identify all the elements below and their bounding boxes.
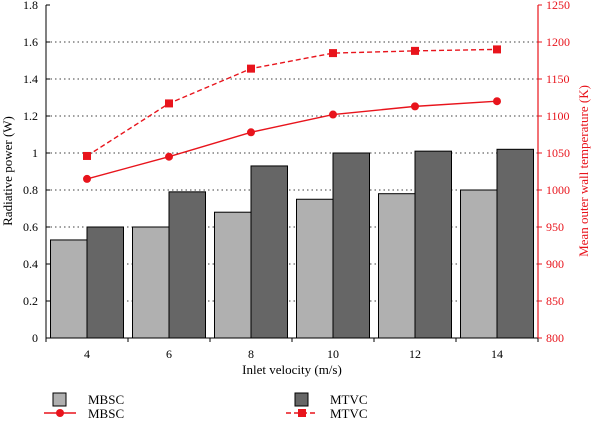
y-tick-label-left: 0.2 [23, 294, 38, 308]
bar-mbsc-4 [50, 239, 88, 339]
legend-label-mbsc-line: MBSC [88, 406, 124, 421]
gridlines [46, 41, 538, 302]
bar-mbsc-12 [378, 193, 416, 339]
legend-marker-mtvc [298, 409, 306, 417]
marker-mbsc-4 [83, 174, 91, 183]
marker-mbsc-14 [493, 97, 501, 106]
bar-mtvc-8 [250, 165, 288, 339]
legend-item-mbsc-line: MBSC [44, 406, 124, 421]
line-series [83, 45, 501, 183]
y-tick-label-right: 1100 [546, 109, 570, 123]
y-tick-label-right: 1000 [546, 183, 570, 197]
marker-mtvc-12 [411, 46, 419, 55]
y-tick-label-right: 1150 [546, 72, 570, 86]
legend-label-mbsc-bar: MBSC [88, 392, 124, 407]
x-tick-label: 4 [84, 347, 90, 361]
y-tick-label-left: 0.6 [23, 220, 38, 234]
y-tick-label-left: 0 [32, 331, 38, 345]
y-axis-title-left: Radiative power (W) [0, 116, 15, 226]
y-tick-label-right: 1050 [546, 146, 570, 160]
y-tick-label-right: 900 [546, 257, 564, 271]
bar-mbsc-8 [214, 211, 252, 339]
line-mbsc [86, 100, 498, 180]
legend-item-mtvc-bar: MTVC [294, 392, 368, 407]
marker-mtvc-10 [329, 49, 337, 58]
y-tick-label-left: 0.8 [23, 183, 38, 197]
bar-mbsc-6 [132, 226, 170, 339]
y-tick-label-right: 1200 [546, 35, 570, 49]
bar-mtvc-10 [332, 152, 370, 339]
y-tick-label-left: 1.4 [23, 72, 38, 86]
x-tick-label: 10 [327, 347, 339, 361]
marker-mbsc-10 [329, 110, 337, 119]
marker-mbsc-6 [165, 152, 173, 161]
y-tick-label-left: 1.6 [23, 35, 38, 49]
y-tick-label-left: 1 [32, 146, 38, 160]
legend-item-mtvc-line: MTVC [286, 406, 368, 421]
y-tick-label-left: 1.2 [23, 109, 38, 123]
marker-mbsc-12 [411, 102, 419, 111]
x-axis-title: Inlet velocity (m/s) [242, 362, 342, 377]
bar-series [50, 148, 534, 339]
bar-mbsc-14 [460, 189, 498, 339]
x-tick-label: 12 [409, 347, 421, 361]
bar-mtvc-6 [168, 191, 206, 339]
marker-mtvc-14 [493, 45, 501, 54]
legend-label-mtvc-bar: MTVC [330, 392, 368, 407]
bar-mbsc-10 [296, 198, 334, 339]
x-tick-label: 8 [248, 347, 254, 361]
legend-label-mtvc-line: MTVC [330, 406, 368, 421]
x-tick-label: 14 [491, 347, 503, 361]
legend-swatch-mbsc-bar [52, 392, 67, 407]
marker-mtvc-4 [83, 151, 91, 160]
legend: MBSC MTVC MBSC MTVC [44, 392, 368, 421]
legend-marker-mbsc [56, 409, 64, 417]
marker-mtvc-6 [165, 99, 173, 108]
legend-swatch-mtvc-bar [294, 392, 309, 407]
x-tick-label: 6 [166, 347, 172, 361]
y-axis-title-right: Mean outer wall temperature (K) [576, 85, 591, 257]
line-mtvc [86, 48, 498, 157]
y-tick-label-left: 0.4 [23, 257, 38, 271]
tick-labels: 0 0.2 0.4 0.6 0.8 1 1.2 1.4 1.6 1.8 800 850 900 950 10… [23, 0, 570, 361]
y-tick-label-right: 950 [546, 220, 564, 234]
y-tick-label-right: 1250 [546, 0, 570, 12]
legend-item-mbsc-bar: MBSC [52, 392, 124, 407]
bar-mtvc-4 [86, 226, 124, 339]
marker-mbsc-8 [247, 128, 255, 137]
y-tick-label-right: 850 [546, 294, 564, 308]
axes [45, 4, 542, 342]
bar-mtvc-14 [496, 148, 534, 339]
bar-mtvc-12 [414, 150, 452, 339]
y-tick-label-left: 1.8 [23, 0, 38, 12]
marker-mtvc-8 [247, 64, 255, 73]
y-tick-label-right: 800 [546, 331, 564, 345]
